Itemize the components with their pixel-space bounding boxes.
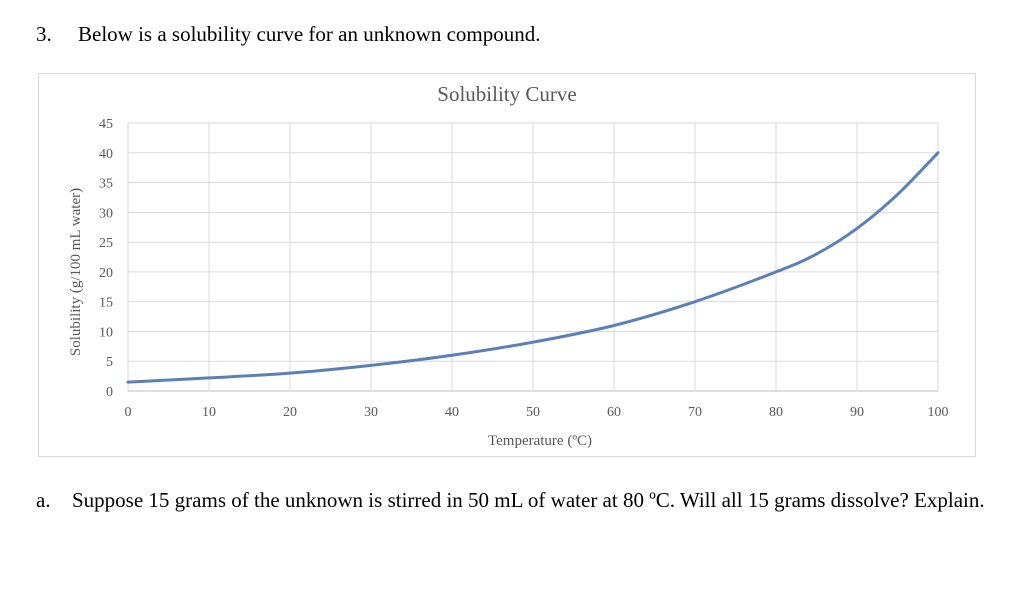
- y-tick-label: 30: [99, 206, 113, 221]
- question-prompt: Below is a solubility curve for an unkno…: [78, 22, 541, 46]
- y-tick-label: 35: [99, 177, 113, 192]
- x-tick-label: 0: [125, 405, 132, 420]
- x-tick-label: 50: [526, 405, 540, 420]
- x-tick-label: 60: [607, 405, 621, 420]
- y-tick-label: 45: [99, 117, 113, 132]
- x-tick-label: 70: [688, 405, 702, 420]
- y-tick-label: 20: [99, 266, 113, 281]
- y-tick-label: 10: [99, 325, 113, 340]
- grid-lines: [127, 122, 939, 392]
- y-tick-label: 0: [106, 385, 113, 400]
- solubility-curve-line: [126, 151, 940, 384]
- y-tick-label: 5: [106, 355, 113, 370]
- x-tick-label: 10: [202, 405, 216, 420]
- subquestion-label: a.: [36, 488, 51, 512]
- x-tick-label: 90: [850, 405, 864, 420]
- y-axis-label: Solubility (g/100 mL water): [68, 188, 84, 356]
- x-axis-label: Temperature (ºC): [488, 433, 592, 449]
- solubility-chart: Solubility Curve 0 5 10 15 20 25 30 35 40 45 0 10 2…: [68, 82, 949, 449]
- x-tick-label: 100: [928, 405, 949, 420]
- x-tick-label: 80: [769, 405, 783, 420]
- y-tick-label: 15: [99, 296, 113, 311]
- y-tick-label: 25: [99, 236, 113, 251]
- chart-frame: Solubility Curve 0 5 10 15 20 25 30 35 40 45 0 10 2…: [38, 73, 976, 457]
- y-tick-label: 40: [99, 147, 113, 162]
- x-tick-label: 40: [445, 405, 459, 420]
- x-tick-label: 30: [364, 405, 378, 420]
- y-tick-labels: 0 5 10 15 20 25 30 35 40 45: [99, 117, 113, 400]
- x-tick-label: 20: [283, 405, 297, 420]
- question-number: 3.: [36, 22, 52, 46]
- chart-title: Solubility Curve: [437, 82, 576, 106]
- x-tick-labels: 0 10 20 30 40 50 60 70 80 90 100: [125, 405, 949, 420]
- subquestion-text: Suppose 15 grams of the unknown is stirr…: [72, 488, 985, 512]
